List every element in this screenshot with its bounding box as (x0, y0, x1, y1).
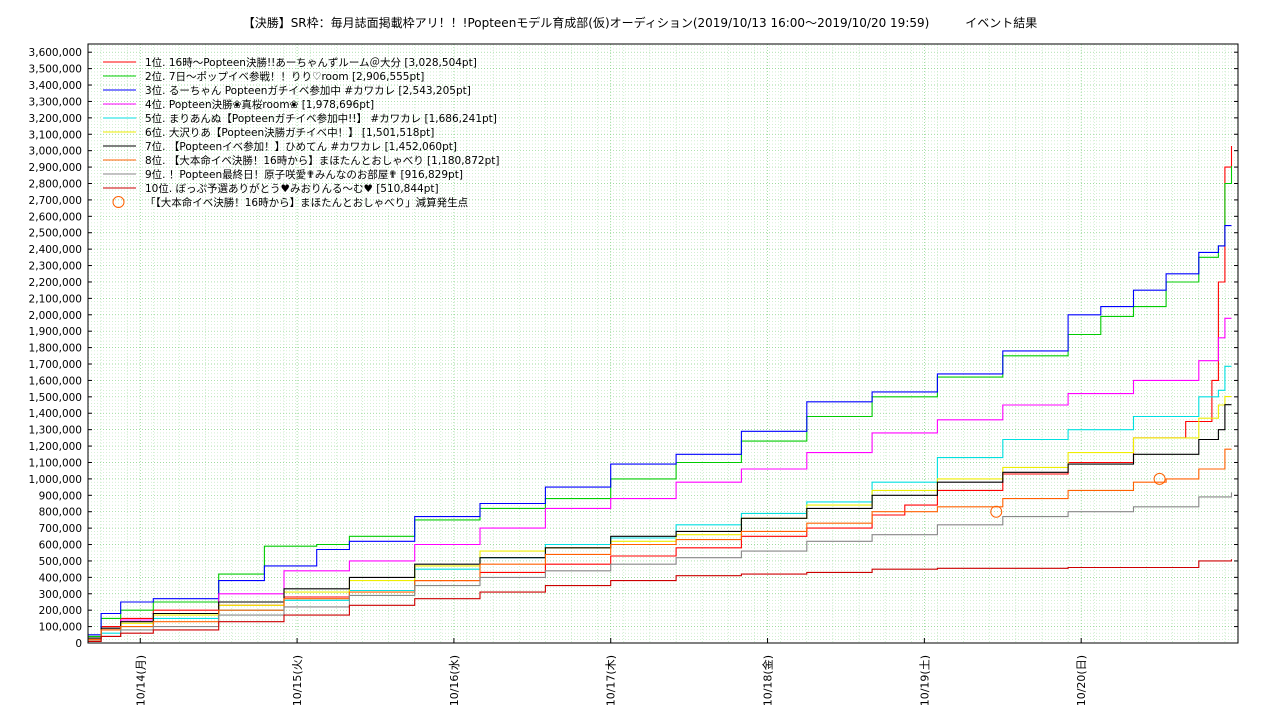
grid-layer (88, 44, 1238, 644)
y-tick-label: 2,600,000 (29, 211, 82, 223)
series-line-3 (88, 225, 1232, 636)
y-tick-label: 2,000,000 (29, 310, 82, 322)
legend: 1位. 16時～Popteen決勝!!あーちゃんずルーム＠大分 [3,028,5… (103, 56, 499, 209)
y-tick-label: 2,500,000 (29, 228, 82, 240)
y-tick-label: 700,000 (39, 523, 82, 535)
y-tick-label: 1,700,000 (29, 359, 82, 371)
y-tick-label: 3,500,000 (29, 64, 82, 76)
legend-label: 6位. 大沢りあ【Popteen決勝ガチイベ中！】 [1,501,518pt] (145, 126, 434, 139)
y-tick-label: 1,000,000 (29, 474, 82, 486)
legend-label: 9位. ！Popteen最終日！原子咲愛✟みんなのお部屋✟ [916,829pt… (145, 168, 463, 181)
y-tick-label: 600,000 (39, 540, 82, 552)
y-tick-label: 1,800,000 (29, 343, 82, 355)
y-tick-label: 2,700,000 (29, 195, 82, 207)
plot-background (88, 44, 1238, 643)
y-tick-label: 2,200,000 (29, 277, 82, 289)
y-tick-label: 3,400,000 (29, 80, 82, 92)
y-tick-label: 1,200,000 (29, 441, 82, 453)
subtraction-marker (1153, 472, 1166, 485)
y-tick-label: 1,300,000 (29, 425, 82, 437)
series-line-9 (88, 492, 1233, 642)
y-tick-label: 2,900,000 (29, 162, 82, 174)
legend-marker-symbol (112, 196, 125, 208)
x-tick-label: 10/17(木) (605, 655, 618, 706)
y-tick-label: 1,900,000 (29, 326, 82, 338)
y-tick-label: 100,000 (39, 622, 82, 634)
y-tick-label: 200,000 (39, 605, 82, 617)
legend-label: 7位. 【Popteenイベ参加！】ひめてん #カワカレ [1,452,060p… (145, 140, 457, 153)
plot-frame (87, 43, 1239, 644)
legend-label: 5位. まりあんぬ【Popteenガチイベ参加中!!】 #カワカレ [1,686… (145, 112, 497, 125)
y-tick-label: 0 (75, 638, 82, 650)
legend-label: 1位. 16時～Popteen決勝!!あーちゃんずルーム＠大分 [3,028,5… (145, 56, 477, 69)
y-tick-label: 1,400,000 (29, 408, 82, 420)
y-tick-label: 500,000 (39, 556, 82, 568)
x-tick-label: 10/15(火) (291, 655, 304, 706)
y-tick-label: 1,500,000 (29, 392, 82, 404)
marker-layer (990, 472, 1166, 518)
legend-label: 「【大本命イベ決勝！16時から】まほたんとおしゃべり」減算発生点 (145, 196, 468, 209)
y-tick-label: 2,300,000 (29, 261, 82, 273)
x-axis: 10/14(月) 10/15(火) 10/16(水) 10/17(木) 10/18(金)… (134, 638, 1088, 706)
y-tick-label: 1,600,000 (29, 375, 82, 387)
legend-label: 8位. 【大本命イベ決勝！16時から】まほたんとおしゃべり [1,180,872… (145, 154, 499, 167)
y-tick-label: 900,000 (39, 490, 82, 502)
legend-label: 3位. るーちゃん Popteenガチイベ参加中 #カワカレ [2,543,20… (145, 84, 471, 97)
chart-title: 【決勝】SR枠：毎月誌面掲載枠アリ！！!Popteenモデル育成部(仮)オーディ… (242, 16, 1038, 30)
subtraction-marker (990, 505, 1003, 518)
x-tick-label: 10/14(月) (134, 655, 147, 706)
y-tick-label: 800,000 (39, 507, 82, 519)
x-tick-label: 10/18(金) (761, 655, 775, 706)
y-tick-label: 3,200,000 (29, 113, 82, 125)
y-tick-label: 2,100,000 (29, 293, 82, 305)
y-tick-label: 3,100,000 (29, 129, 82, 141)
y-tick-label: 400,000 (39, 572, 82, 584)
y-tick-label: 1,100,000 (29, 457, 82, 469)
x-tick-label: 10/16(水) (448, 655, 461, 706)
series-line-10 (88, 559, 1233, 642)
y-tick-label: 3,000,000 (29, 146, 82, 158)
legend-label: 2位. 7日～ポップイベ参戦！！りり♡room [2,906,555pt] (145, 70, 424, 83)
series-layer (88, 146, 1233, 642)
y-tick-label: 3,300,000 (29, 96, 82, 108)
y-tick-label: 2,400,000 (29, 244, 82, 256)
y-tick-label: 3,600,000 (29, 47, 82, 59)
legend-label: 10位. ぼっぷ予選ありがとう♥みおりんる～む♥ [510,844pt] (145, 182, 439, 195)
x-tick-label: 10/19(土) (918, 655, 931, 706)
y-tick-label: 300,000 (39, 589, 82, 601)
x-tick-label: 10/20(日) (1075, 655, 1088, 706)
y-tick-label: 2,800,000 (29, 178, 82, 190)
y-axis: 0 100,000 200,000 300,000 400,000 500,000 600,… (29, 47, 1238, 650)
legend-label: 4位. Popteen決勝❀真桜room❀ [1,978,696pt] (145, 98, 374, 111)
